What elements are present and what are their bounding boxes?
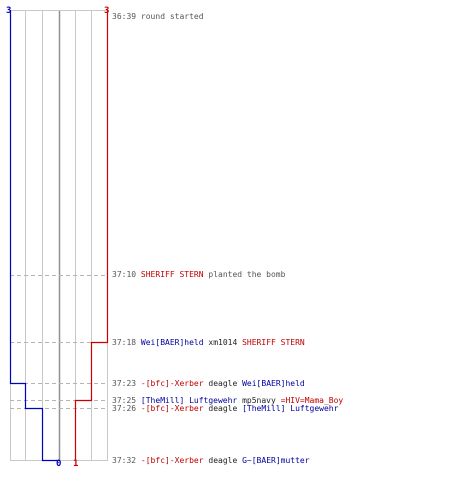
event-killer: Wei[BAER]held [140, 338, 204, 347]
grid-lines [10, 10, 108, 461]
event-kill: 37:18 Wei[BAER]held xm1014 SHERIFF STERN [112, 338, 305, 348]
red-team-end-count: 1 [73, 459, 79, 469]
event-player: SHERIFF STERN [140, 270, 204, 279]
event-victim: SHERIFF STERN [242, 338, 305, 347]
blue-team-start-count: 3 [6, 6, 12, 16]
event-weapon: mp5navy [242, 396, 276, 405]
event-victim: [TheMill] Luftgewehr [242, 404, 339, 413]
event-killer: -[bfc]-Xerber [140, 456, 204, 465]
event-round-start: 36:39 round started [112, 12, 204, 22]
event-kill: 37:25 [TheMill] Luftgewehr mp5navy =HIV=… [112, 396, 343, 406]
event-time: 37:23 [112, 379, 137, 388]
event-bomb-plant: 37:10 SHERIFF STERN planted the bomb [112, 270, 285, 280]
event-weapon: xm1014 [208, 338, 238, 347]
event-time: 37:25 [112, 396, 137, 405]
event-victim: =HIV=Mama_Boy [280, 396, 344, 405]
event-killer: -[bfc]-Xerber [140, 404, 204, 413]
blue-team-end-count: 0 [56, 459, 62, 469]
event-weapon: deagle [208, 404, 238, 413]
event-killer: -[bfc]-Xerber [140, 379, 204, 388]
event-killer: [TheMill] Luftgewehr [140, 396, 238, 405]
event-victim: G~[BAER]mutter [242, 456, 310, 465]
red-team-line [74, 10, 109, 461]
event-text: round started [140, 12, 204, 21]
event-kill: 37:32 -[bfc]-Xerber deagle G~[BAER]mutte… [112, 456, 310, 466]
event-time: 37:10 [112, 270, 137, 279]
blue-team-line [9, 10, 60, 462]
event-weapon: deagle [208, 379, 238, 388]
event-weapon: deagle [208, 456, 238, 465]
event-time: 37:18 [112, 338, 137, 347]
event-action: planted the bomb [208, 270, 286, 279]
event-time: 37:32 [112, 456, 137, 465]
event-time: 36:39 [112, 12, 137, 21]
event-kill: 37:23 -[bfc]-Xerber deagle Wei[BAER]held [112, 379, 305, 389]
red-team-start-count: 3 [104, 6, 110, 16]
event-victim: Wei[BAER]held [242, 379, 305, 388]
event-time: 37:26 [112, 404, 137, 413]
event-kill: 37:26 -[bfc]-Xerber deagle [TheMill] Luf… [112, 404, 338, 414]
